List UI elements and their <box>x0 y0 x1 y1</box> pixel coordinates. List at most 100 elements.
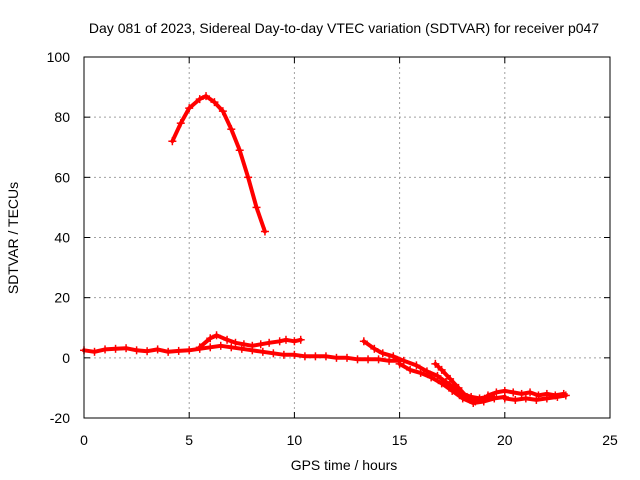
data-point <box>416 368 425 377</box>
data-point <box>370 344 379 353</box>
y-tick-label: 60 <box>54 169 70 185</box>
data-point <box>553 392 562 401</box>
data-point <box>279 350 288 359</box>
data-point <box>153 345 162 354</box>
data-point <box>244 173 253 182</box>
x-tick-label: 20 <box>497 432 513 448</box>
data-point <box>448 386 457 395</box>
data-point <box>479 395 488 404</box>
data-point <box>252 203 261 212</box>
data-point <box>143 347 152 356</box>
data-point <box>248 341 257 350</box>
data-point <box>458 394 467 403</box>
series-arc-1 <box>168 92 269 236</box>
series-line <box>486 388 566 398</box>
data-point <box>353 355 362 364</box>
data-point <box>509 388 518 397</box>
data-point <box>239 340 248 349</box>
data-point <box>256 340 265 349</box>
data-point <box>492 388 501 397</box>
data-point <box>265 338 274 347</box>
data-point <box>227 343 236 352</box>
data-point <box>90 347 99 356</box>
data-point <box>483 391 492 400</box>
data-point <box>296 335 305 344</box>
data-point <box>462 392 471 401</box>
data-point <box>427 373 436 382</box>
y-tick-label: 20 <box>54 290 70 306</box>
data-point <box>500 386 509 395</box>
data-point <box>132 346 141 355</box>
data-point <box>281 335 290 344</box>
data-point <box>389 352 398 361</box>
x-tick-label: 0 <box>80 432 88 448</box>
data-point <box>290 350 299 359</box>
data-point <box>231 338 240 347</box>
chart-title: Day 081 of 2023, Sidereal Day-to-day VTE… <box>89 20 599 36</box>
x-tick-label: 15 <box>392 432 408 448</box>
data-point <box>517 389 526 398</box>
data-point <box>260 227 269 236</box>
data-point <box>500 394 509 403</box>
x-tick-label: 25 <box>602 432 618 448</box>
data-point <box>399 356 408 365</box>
data-point <box>212 331 221 340</box>
data-point <box>235 146 244 155</box>
x-tick-label: 10 <box>287 432 303 448</box>
data-point <box>521 394 530 403</box>
data-point <box>412 361 421 370</box>
data-point <box>122 344 131 353</box>
data-point <box>406 365 415 374</box>
x-tick-label: 5 <box>185 432 193 448</box>
data-point <box>321 352 330 361</box>
data-point <box>395 359 404 368</box>
y-tick-label: 0 <box>62 350 70 366</box>
series-arc-3 <box>195 331 305 352</box>
data-point <box>343 353 351 362</box>
data-point <box>437 379 446 388</box>
data-point <box>290 337 299 346</box>
series-arc-8 <box>500 391 570 404</box>
data-series <box>80 92 570 407</box>
data-point <box>359 337 368 346</box>
data-point <box>511 395 520 404</box>
data-point <box>431 359 440 368</box>
data-point <box>454 383 463 392</box>
data-point <box>206 343 215 352</box>
y-tick-label: 100 <box>47 49 71 65</box>
y-tick-label: 80 <box>54 109 70 125</box>
data-point <box>311 352 320 361</box>
data-point <box>437 365 446 374</box>
axis-tick-labels: -20 0 20 40 60 80 100 0 5 10 15 20 25 <box>47 49 618 448</box>
axis-ticks <box>83 56 611 419</box>
data-point <box>269 349 278 358</box>
data-point <box>195 343 204 352</box>
data-point <box>195 95 204 104</box>
data-point <box>526 388 535 397</box>
data-point <box>176 119 185 128</box>
data-point <box>532 395 541 404</box>
data-point <box>258 347 267 356</box>
y-tick-label: -20 <box>50 410 70 426</box>
series-arc-6 <box>431 359 497 406</box>
data-point <box>237 344 246 353</box>
data-point <box>174 346 183 355</box>
data-point <box>111 344 120 353</box>
data-point <box>542 394 551 403</box>
data-point <box>471 397 480 406</box>
data-point <box>275 337 284 346</box>
data-point <box>202 92 211 101</box>
data-point <box>561 391 570 400</box>
data-point <box>227 125 236 134</box>
data-point <box>300 352 309 361</box>
data-point <box>374 355 383 364</box>
series-arc-2 <box>80 341 404 365</box>
series-line <box>170 94 267 234</box>
data-point <box>210 98 219 107</box>
data-point <box>218 107 227 116</box>
y-axis-label: SDTVAR / TECUs <box>5 182 21 294</box>
data-point <box>216 341 225 350</box>
data-point <box>385 356 394 365</box>
data-point <box>446 374 455 383</box>
